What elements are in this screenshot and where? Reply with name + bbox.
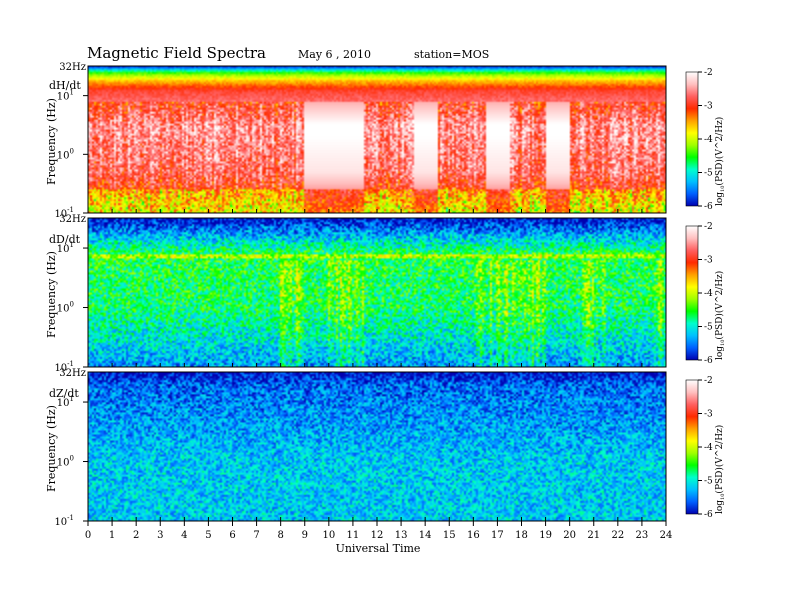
- x-tick-label: 16: [467, 530, 480, 541]
- x-tick-label: 19: [539, 530, 552, 541]
- x-tick-label: 12: [371, 530, 384, 541]
- colorbar-label-dD: log10(PSD)(V^2/Hz): [714, 271, 726, 360]
- x-tick-label: 0: [85, 530, 91, 541]
- x-tick-label: 8: [277, 530, 283, 541]
- colorbar-tick-label-dH: -3: [704, 102, 713, 112]
- colorbar-tick-label-dH: -2: [704, 68, 713, 78]
- colorbar-tick-label-dH: -5: [704, 169, 713, 179]
- y-tick-label-dH-t0: 100: [57, 147, 74, 161]
- colorbar-tick-label-dD: -3: [704, 256, 713, 266]
- colorbar-tick-label-dZ: -5: [704, 477, 713, 487]
- colorbar-tick-label-dH: -6: [704, 202, 713, 212]
- x-tick-label: 2: [133, 530, 139, 541]
- y-tick-label-dD-t0: 100: [57, 301, 74, 315]
- y-tick-top-dD: 32Hz: [59, 214, 86, 225]
- x-tick-label: 22: [611, 530, 624, 541]
- panel-label-dD: dD/dt: [49, 233, 81, 246]
- x-tick-label: 9: [302, 530, 308, 541]
- spectrogram-dZ: [88, 372, 666, 521]
- x-tick-label: 3: [157, 530, 163, 541]
- station-label: station=MOS: [414, 48, 489, 61]
- x-tick-label: 7: [253, 530, 259, 541]
- colorbar-tick-label-dZ: -3: [704, 410, 713, 420]
- colorbar-tick-label-dD: -6: [704, 356, 713, 366]
- panel-dH: [87, 65, 667, 214]
- panel-dD: [87, 217, 667, 368]
- spectrogram-dD: [88, 218, 666, 367]
- colorbar-tick-label-dZ: -2: [704, 376, 713, 386]
- y-tick-labels: 32Hz10110010-132Hz10110010-132Hz10110010…: [54, 62, 88, 528]
- colorbar-tick-label-dD: -5: [704, 323, 713, 333]
- x-tick-label: 23: [636, 530, 649, 541]
- x-tick-label: 4: [181, 530, 187, 541]
- date-label: May 6 , 2010: [298, 48, 371, 61]
- y-tick-label-dH-t1: 101: [57, 89, 74, 103]
- chart-title: Magnetic Field Spectra: [87, 44, 266, 62]
- x-tick-label: 18: [515, 530, 528, 541]
- y-tick-label-dZ-tm1: 10-1: [54, 514, 74, 528]
- x-tick-label: 24: [660, 530, 673, 541]
- colorbar-tick-label-dZ: -6: [704, 510, 713, 520]
- y-tick-label-dD-t1: 101: [57, 241, 74, 255]
- colorbar-dZ: [685, 379, 699, 515]
- x-tick-label: 10: [322, 530, 335, 541]
- x-axis-title: Universal Time: [336, 542, 421, 555]
- x-axis: 0 1 2 3 4 5 6 7 8 9 10 11 12 13 14 15 16 17 18 19 20 21 22 23 24: [85, 209, 673, 541]
- colorbar-dD: [685, 225, 699, 361]
- x-tick-label: 15: [443, 530, 456, 541]
- colorbars: -2-3-4-5-6log10(PSD)(V^2/Hz)-2-3-4-5-6lo…: [685, 68, 726, 520]
- panel-label-dH: dH/dt: [49, 79, 81, 92]
- x-tick-label: 14: [419, 530, 432, 541]
- x-tick-label: 1: [109, 530, 115, 541]
- x-tick-label: 5: [205, 530, 211, 541]
- x-tick-label: 13: [395, 530, 408, 541]
- colorbar-tick-label-dZ: -4: [704, 443, 713, 453]
- y-tick-top-dH: 32Hz: [59, 62, 86, 73]
- colorbar-label-dH: log10(PSD)(V^2/Hz): [714, 117, 726, 206]
- colorbar-dH: [685, 71, 699, 207]
- x-tick-label: 17: [491, 530, 504, 541]
- spectrogram-dH: [88, 66, 666, 213]
- y-tick-label-dZ-t1: 101: [57, 395, 74, 409]
- y-axis-title-dH: Frequency (Hz): [45, 98, 58, 185]
- colorbar-label-dZ: log10(PSD)(V^2/Hz): [714, 425, 726, 514]
- y-tick-label-dZ-t0: 100: [57, 455, 74, 469]
- colorbar-tick-label-dD: -4: [704, 289, 713, 299]
- y-axis-title-dD: Frequency (Hz): [45, 251, 58, 338]
- colorbar-tick-label-dD: -2: [704, 222, 713, 232]
- x-tick-label: 6: [229, 530, 235, 541]
- y-axis-title-dZ: Frequency (Hz): [45, 405, 58, 492]
- x-tick-label: 21: [587, 530, 600, 541]
- x-tick-label: 20: [563, 530, 576, 541]
- panel-dZ: [87, 371, 667, 522]
- y-tick-top-dZ: 32Hz: [59, 368, 86, 379]
- colorbar-tick-label-dH: -4: [704, 135, 713, 145]
- panel-label-dZ: dZ/dt: [49, 387, 79, 400]
- x-tick-label: 11: [347, 530, 360, 541]
